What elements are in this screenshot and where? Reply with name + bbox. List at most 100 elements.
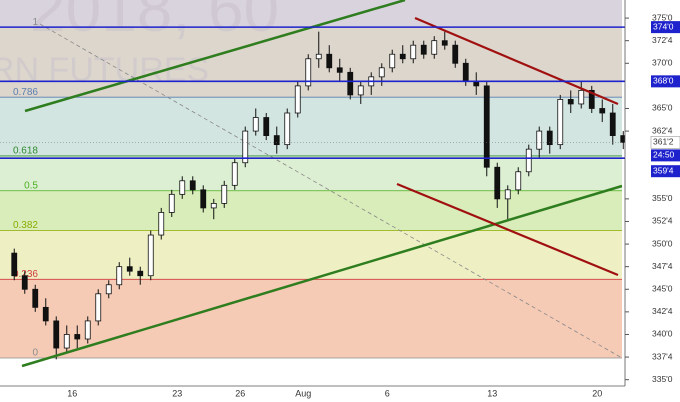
- y-tick-label: 350'0: [652, 238, 673, 248]
- y-tick-label: 365'0: [652, 103, 673, 113]
- candle-body: [126, 266, 133, 272]
- fib-zone: [0, 279, 622, 358]
- support-line: [396, 182, 619, 277]
- candle-body: [483, 85, 490, 168]
- candle-body: [546, 130, 553, 146]
- price-axis: [625, 0, 680, 402]
- x-tick-label: Aug: [295, 388, 311, 398]
- candle-body: [441, 40, 448, 46]
- candle-body: [168, 193, 175, 213]
- candle-body: [431, 40, 438, 55]
- candle-body: [609, 112, 616, 136]
- x-tick-label: 20: [592, 388, 602, 398]
- last-price-label: 361'2: [653, 137, 674, 147]
- price-box: [651, 21, 680, 34]
- candle-body: [95, 293, 102, 322]
- fib-zone: [0, 97, 622, 156]
- candle-body: [378, 67, 385, 78]
- fib-label: 0.5: [24, 180, 38, 191]
- x-tick-label: 13: [487, 388, 497, 398]
- candle-body: [525, 148, 532, 173]
- fib-zone: [0, 190, 622, 231]
- candle-body: [74, 334, 81, 340]
- fib-label: 0: [32, 348, 38, 359]
- candle-body: [326, 53, 333, 69]
- candle-body: [347, 71, 354, 96]
- candle-body: [273, 135, 280, 146]
- candle-body: [84, 320, 91, 340]
- candle-body: [336, 67, 343, 73]
- y-tick-label: 355'0: [652, 193, 673, 203]
- price-box-label: 359'4: [653, 165, 674, 175]
- candle-body: [53, 320, 60, 349]
- time-axis: [0, 386, 625, 402]
- candle-body: [189, 180, 196, 191]
- y-tick-label: 370'0: [652, 58, 673, 68]
- horizontal-lines: [0, 26, 651, 159]
- candle-body: [420, 44, 427, 55]
- candle-body: [305, 58, 312, 87]
- last-price-box: [650, 136, 680, 149]
- fib-label: 0.786: [13, 87, 38, 98]
- axis-labels: 16 23 26 Aug 6 13 20 335'0 337'4 340'0 342'4 345'0 3…: [67, 12, 680, 398]
- candle-body: [536, 130, 543, 150]
- candle-body: [210, 202, 217, 209]
- candle-body: [263, 117, 270, 136]
- candle-body: [578, 89, 585, 105]
- y-tick-label: 375'0: [652, 12, 673, 22]
- candle-body: [231, 162, 238, 186]
- resistance-line: [414, 16, 619, 106]
- candle-body: [557, 99, 564, 146]
- x-tick-label: 26: [235, 388, 245, 398]
- candle-body: [588, 89, 595, 109]
- candle-body: [137, 270, 144, 277]
- candle-body: [599, 108, 606, 114]
- fib-zone: [0, 230, 622, 280]
- candle-body: [179, 180, 186, 195]
- timer-box: [651, 149, 680, 162]
- y-tick-label: 362'4: [652, 125, 673, 135]
- y-tick-label: 335'0: [652, 374, 673, 384]
- candle-body: [200, 189, 207, 209]
- candle-body: [567, 99, 574, 105]
- candle-body: [252, 117, 259, 132]
- candle-body: [32, 288, 39, 308]
- price-box: [651, 75, 680, 88]
- y-tick-label: 352'4: [652, 216, 673, 226]
- candle-body: [105, 284, 112, 295]
- price-box: [651, 165, 680, 178]
- fib-label: 0.236: [13, 269, 38, 280]
- candle-body: [315, 53, 322, 60]
- candle-body: [515, 171, 522, 191]
- candle-body: [284, 112, 291, 146]
- x-tick-label: 16: [67, 388, 77, 398]
- price-box-label: 368'0: [653, 76, 674, 86]
- y-tick-label: 340'0: [652, 329, 673, 339]
- candle-body: [158, 212, 165, 236]
- x-tick-label: 23: [172, 388, 182, 398]
- candle-body: [494, 166, 501, 200]
- channel-line: [21, 184, 623, 368]
- candle-body: [221, 184, 228, 204]
- y-tick-label: 345'0: [652, 284, 673, 294]
- candle-body: [399, 53, 406, 60]
- channel-line: [24, 0, 406, 113]
- watermark: RN FUTURES: [0, 51, 209, 89]
- candles: [11, 31, 627, 360]
- candle-body: [11, 252, 18, 277]
- timer-label: 24:50: [653, 150, 675, 160]
- fib-label: 0.382: [13, 220, 38, 231]
- watermark: 2018, 60: [30, 0, 279, 45]
- candle-body: [462, 62, 469, 82]
- fib-label: 1: [32, 17, 38, 28]
- candle-body: [357, 85, 364, 96]
- fib-zones: [0, 0, 622, 358]
- candle-body: [452, 44, 459, 64]
- candle-body: [504, 189, 511, 200]
- candle-body: [294, 85, 301, 114]
- candle-body: [242, 130, 249, 164]
- candle-body: [410, 44, 417, 60]
- fib-label: 0.618: [13, 146, 38, 157]
- y-tick-label: 347'4: [652, 261, 673, 271]
